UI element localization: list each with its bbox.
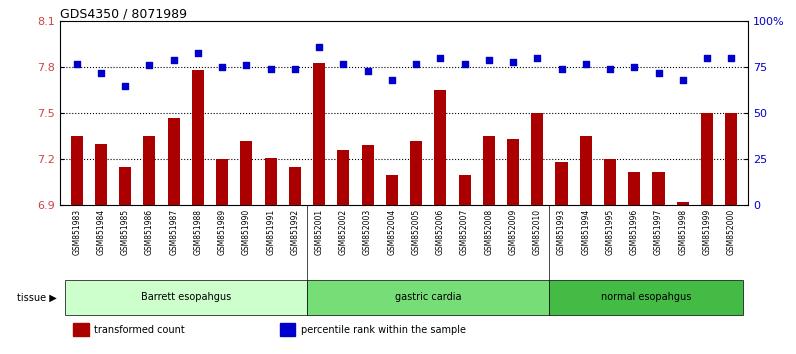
Point	[458, 61, 471, 67]
Point	[70, 61, 83, 67]
Text: GSM851994: GSM851994	[581, 209, 591, 255]
Point	[337, 61, 349, 67]
Bar	[289, 167, 301, 205]
Bar	[531, 113, 544, 205]
Text: GSM851995: GSM851995	[606, 209, 615, 255]
Text: GSM851987: GSM851987	[169, 209, 178, 255]
Text: GSM851986: GSM851986	[145, 209, 154, 255]
Point	[313, 44, 326, 50]
Point	[216, 64, 228, 70]
Point	[579, 61, 592, 67]
Text: GSM851988: GSM851988	[193, 209, 202, 255]
Text: GSM852002: GSM852002	[339, 209, 348, 255]
Point	[652, 70, 665, 76]
Point	[434, 55, 447, 61]
Bar	[119, 167, 131, 205]
Point	[264, 66, 277, 72]
Point	[385, 77, 398, 83]
Bar	[701, 113, 713, 205]
Bar	[458, 175, 470, 205]
Text: percentile rank within the sample: percentile rank within the sample	[301, 325, 466, 335]
Bar	[556, 162, 568, 205]
Bar	[280, 323, 295, 336]
Text: GSM852001: GSM852001	[314, 209, 324, 255]
Text: GSM851998: GSM851998	[678, 209, 687, 255]
Text: GSM851984: GSM851984	[96, 209, 105, 255]
Bar	[143, 136, 155, 205]
Bar	[240, 141, 252, 205]
Text: GSM852003: GSM852003	[363, 209, 372, 255]
Bar	[313, 63, 326, 205]
Point	[143, 63, 156, 68]
Point	[603, 66, 616, 72]
Text: GSM851990: GSM851990	[242, 209, 251, 255]
Point	[507, 59, 520, 64]
Bar	[307, 280, 549, 315]
Point	[119, 83, 131, 88]
Bar	[64, 280, 307, 315]
Bar	[549, 280, 743, 315]
Text: GSM852005: GSM852005	[412, 209, 420, 255]
Text: tissue ▶: tissue ▶	[17, 292, 57, 302]
Point	[531, 55, 544, 61]
Bar	[507, 139, 519, 205]
Point	[240, 63, 253, 68]
Point	[628, 64, 641, 70]
Bar	[168, 118, 180, 205]
Text: GSM852007: GSM852007	[460, 209, 469, 255]
Text: GSM852009: GSM852009	[509, 209, 517, 255]
Point	[725, 55, 738, 61]
Text: GSM851996: GSM851996	[630, 209, 639, 255]
Bar	[386, 175, 398, 205]
Point	[361, 68, 374, 74]
Text: GSM851991: GSM851991	[266, 209, 275, 255]
Bar	[73, 323, 88, 336]
Bar	[482, 136, 495, 205]
Bar	[677, 202, 689, 205]
Bar	[95, 144, 107, 205]
Bar	[338, 150, 349, 205]
Bar	[264, 158, 277, 205]
Bar	[71, 136, 83, 205]
Text: GSM851992: GSM851992	[291, 209, 299, 255]
Point	[700, 55, 713, 61]
Text: GSM851993: GSM851993	[557, 209, 566, 255]
Text: GSM852000: GSM852000	[727, 209, 736, 255]
Text: GSM851997: GSM851997	[654, 209, 663, 255]
Bar	[725, 113, 737, 205]
Text: GDS4350 / 8071989: GDS4350 / 8071989	[60, 7, 187, 20]
Bar	[579, 136, 592, 205]
Point	[288, 66, 301, 72]
Bar	[435, 90, 447, 205]
Text: Barrett esopahgus: Barrett esopahgus	[141, 292, 231, 302]
Point	[555, 66, 568, 72]
Text: gastric cardia: gastric cardia	[395, 292, 462, 302]
Point	[167, 57, 180, 63]
Text: normal esopahgus: normal esopahgus	[601, 292, 692, 302]
Bar	[604, 159, 616, 205]
Bar	[628, 172, 640, 205]
Point	[95, 70, 107, 76]
Point	[410, 61, 423, 67]
Bar	[216, 159, 228, 205]
Bar	[361, 145, 373, 205]
Text: transformed count: transformed count	[94, 325, 185, 335]
Text: GSM852006: GSM852006	[436, 209, 445, 255]
Text: GSM851983: GSM851983	[72, 209, 81, 255]
Text: GSM852008: GSM852008	[484, 209, 494, 255]
Point	[677, 77, 689, 83]
Text: GSM852004: GSM852004	[388, 209, 396, 255]
Text: GSM851985: GSM851985	[121, 209, 130, 255]
Text: GSM851999: GSM851999	[703, 209, 712, 255]
Point	[192, 50, 205, 55]
Bar	[653, 172, 665, 205]
Point	[482, 57, 495, 63]
Bar	[192, 70, 204, 205]
Text: GSM851989: GSM851989	[217, 209, 227, 255]
Text: GSM852010: GSM852010	[533, 209, 542, 255]
Bar	[410, 141, 422, 205]
